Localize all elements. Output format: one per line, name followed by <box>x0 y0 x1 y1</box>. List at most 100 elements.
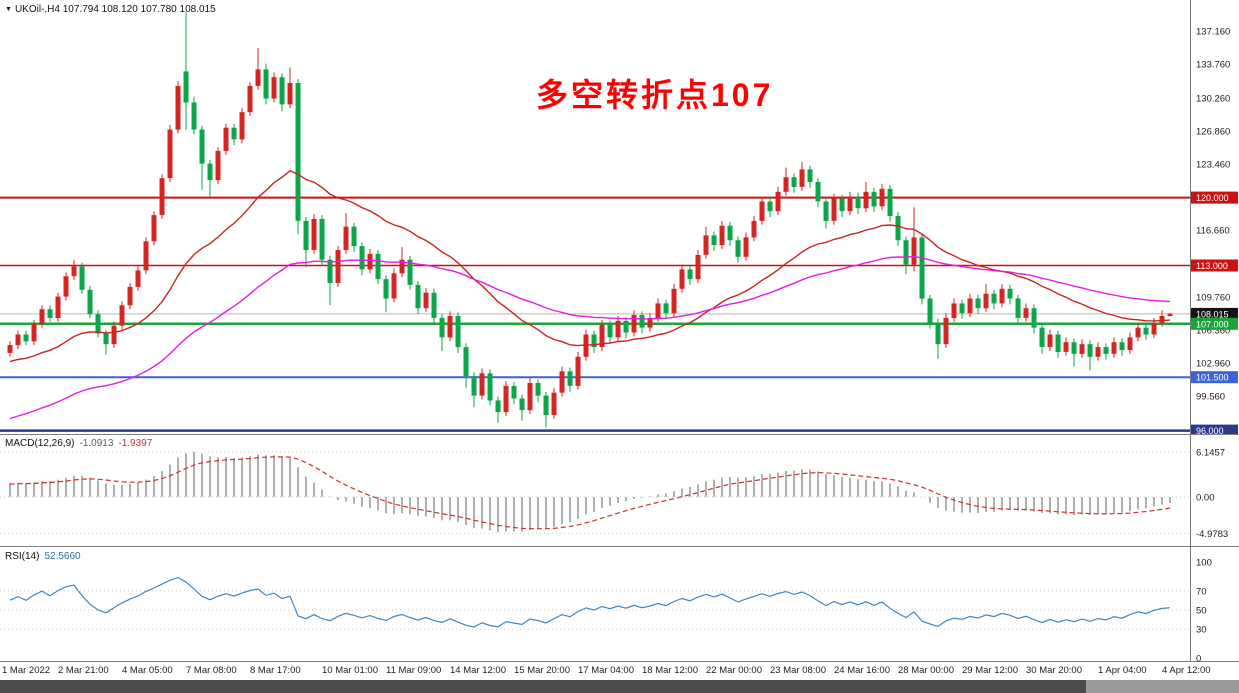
candle-down <box>591 334 597 348</box>
candle-down <box>407 259 413 285</box>
macd-value: -1.0913 <box>79 438 114 449</box>
time-axis-label: 17 Mar 04:00 <box>578 665 634 676</box>
candle-up <box>287 83 293 105</box>
candle-down <box>95 314 101 334</box>
candle-up <box>1023 308 1029 318</box>
candle-down <box>375 253 381 280</box>
time-axis-label: 15 Mar 20:00 <box>514 665 570 676</box>
candle-up <box>335 250 341 283</box>
candle-down <box>727 225 733 241</box>
candle-up <box>255 69 261 86</box>
time-axis-label: 2 Mar 21:00 <box>58 665 109 676</box>
candle-up <box>1159 316 1165 323</box>
candle-up <box>151 215 157 242</box>
candle-down <box>1039 327 1045 348</box>
price-tick-label: 116.660 <box>1196 226 1230 237</box>
candle-down <box>623 320 629 333</box>
candle-up <box>1167 313 1173 316</box>
candle-up <box>343 226 349 250</box>
candle-up <box>1063 342 1069 352</box>
candle-up <box>503 385 509 413</box>
candle-down <box>87 289 93 315</box>
main-chart-canvas[interactable]: 137.160 133.760 130.260 126.860 123.460 116.6… <box>0 0 1239 434</box>
candle-up <box>647 317 653 328</box>
candle-up <box>655 303 661 318</box>
candle-up <box>1135 327 1141 338</box>
candle-down <box>47 309 53 318</box>
candle-up <box>479 373 485 396</box>
candle-up <box>63 276 69 297</box>
candle-down <box>927 298 933 323</box>
candle-up <box>159 178 165 216</box>
symbol-dropdown-icon[interactable]: ▼ <box>5 6 12 13</box>
time-axis-label: 29 Mar 12:00 <box>962 665 1018 676</box>
candle-down <box>903 240 909 265</box>
rsi-line <box>9 576 1171 628</box>
candle-up <box>215 151 221 181</box>
candle-down <box>791 177 797 187</box>
candle-up <box>671 288 677 314</box>
candle-down <box>431 292 437 318</box>
rsi-panel-canvas[interactable]: 100 70 50 30 0 <box>0 546 1239 662</box>
candle-up <box>55 296 61 318</box>
candle-down <box>935 322 941 345</box>
price-badge-label: 96.000 <box>1196 426 1224 434</box>
price-tick-label: 123.460 <box>1196 160 1230 171</box>
price-badge <box>1191 317 1238 330</box>
candle-up <box>447 316 453 338</box>
horizontal-scrollbar[interactable] <box>0 680 1239 693</box>
time-axis-label: 4 Apr 12:00 <box>1162 665 1211 676</box>
time-axis-label: 24 Mar 16:00 <box>834 665 890 676</box>
candle-up <box>999 288 1005 304</box>
candle-down <box>1119 342 1125 350</box>
rsi-tick-label: 0 <box>1196 654 1201 663</box>
candle-down <box>887 188 893 216</box>
time-axis-label: 28 Mar 00:00 <box>898 665 954 676</box>
time-axis-label: 14 Mar 12:00 <box>450 665 506 676</box>
time-axis-label: 1 Mar 2022 <box>2 665 51 676</box>
candle-up <box>1111 342 1117 354</box>
candle-up <box>1047 334 1053 348</box>
macd-signal-value: -1.9397 <box>118 438 153 449</box>
candle-down <box>991 293 997 304</box>
candle-up <box>863 191 869 209</box>
price-badge-label: 101.500 <box>1196 373 1229 383</box>
candle-up <box>399 259 405 274</box>
candle-up <box>583 334 589 357</box>
candle-down <box>455 316 461 348</box>
time-axis[interactable]: 1 Mar 2022 2 Mar 21:00 4 Mar 05:00 7 Mar 08… <box>0 662 1239 680</box>
candle-down <box>711 235 717 246</box>
time-axis-label: 8 Mar 17:00 <box>250 665 301 676</box>
candle-up <box>311 218 317 250</box>
candle-down <box>79 266 85 290</box>
candle-down <box>191 102 197 130</box>
candle-up <box>943 317 949 345</box>
macd-tick-label: 0.00 <box>1196 493 1215 504</box>
time-axis-label: 23 Mar 08:00 <box>770 665 826 676</box>
candle-up <box>575 356 581 386</box>
scrollbar-thumb[interactable] <box>0 680 1086 693</box>
price-tick-label: 130.260 <box>1196 94 1230 105</box>
macd-panel-canvas[interactable]: 6.1457 0.00 -4.9783 <box>0 434 1239 546</box>
candle-down <box>1007 288 1013 299</box>
rsi-name: RSI(14) <box>5 551 40 562</box>
price-badge <box>1191 371 1238 384</box>
candle-down <box>767 201 773 212</box>
candle-up <box>983 293 989 309</box>
symbol-info-line: ▼ UKOil-,H4 107.794 108.120 107.780 108.0… <box>5 4 216 15</box>
candle-up <box>751 220 757 238</box>
candle-down <box>687 269 693 280</box>
candle-down <box>295 83 301 221</box>
candle-down <box>839 198 845 212</box>
time-axis-label: 11 Mar 09:00 <box>386 665 442 676</box>
macd-tick-label: 6.1457 <box>1196 448 1225 459</box>
symbol-name: UKOil-,H4 <box>14 4 60 15</box>
candle-up <box>223 127 229 151</box>
candle-up <box>167 129 173 179</box>
candle-up <box>119 305 125 326</box>
candle-up <box>743 237 749 257</box>
candle-down <box>1087 344 1093 357</box>
candle-up <box>799 169 805 187</box>
candle-down <box>351 226 357 247</box>
candle-up <box>615 320 621 338</box>
